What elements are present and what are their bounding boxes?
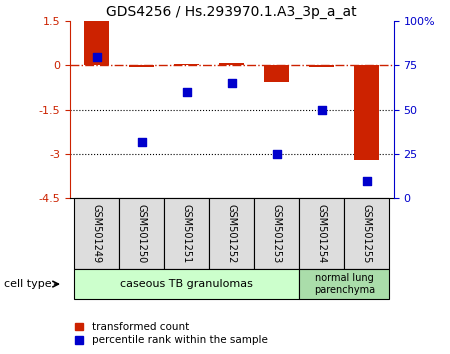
Bar bbox=[119, 198, 164, 269]
Point bbox=[228, 80, 235, 86]
Bar bbox=[220, 63, 244, 65]
Text: GSM501251: GSM501251 bbox=[182, 204, 192, 263]
Bar bbox=[130, 65, 154, 67]
Text: caseous TB granulomas: caseous TB granulomas bbox=[120, 279, 253, 289]
Text: GSM501254: GSM501254 bbox=[317, 204, 327, 263]
Point bbox=[138, 139, 145, 144]
Point bbox=[363, 178, 370, 183]
Bar bbox=[254, 198, 299, 269]
Legend: transformed count, percentile rank within the sample: transformed count, percentile rank withi… bbox=[75, 322, 267, 345]
Bar bbox=[209, 198, 254, 269]
Bar bbox=[74, 198, 119, 269]
Bar bbox=[265, 65, 289, 82]
Text: GSM501252: GSM501252 bbox=[227, 204, 237, 263]
Point bbox=[273, 151, 280, 157]
Point bbox=[318, 107, 325, 113]
Point bbox=[183, 89, 190, 95]
Point bbox=[93, 54, 100, 59]
Bar bbox=[344, 198, 389, 269]
Text: GSM501253: GSM501253 bbox=[272, 204, 282, 263]
Text: cell type: cell type bbox=[4, 279, 52, 289]
Text: GSM501250: GSM501250 bbox=[137, 204, 147, 263]
Text: normal lung
parenchyma: normal lung parenchyma bbox=[314, 273, 375, 295]
Text: GSM501249: GSM501249 bbox=[92, 204, 102, 263]
Bar bbox=[310, 65, 334, 67]
Bar bbox=[175, 64, 199, 65]
Text: GSM501255: GSM501255 bbox=[362, 204, 372, 263]
Bar bbox=[164, 198, 209, 269]
Bar bbox=[299, 198, 344, 269]
Bar bbox=[299, 269, 389, 299]
Bar bbox=[355, 65, 379, 160]
Bar bbox=[74, 269, 299, 299]
Title: GDS4256 / Hs.293970.1.A3_3p_a_at: GDS4256 / Hs.293970.1.A3_3p_a_at bbox=[107, 5, 357, 19]
Bar bbox=[85, 21, 109, 65]
